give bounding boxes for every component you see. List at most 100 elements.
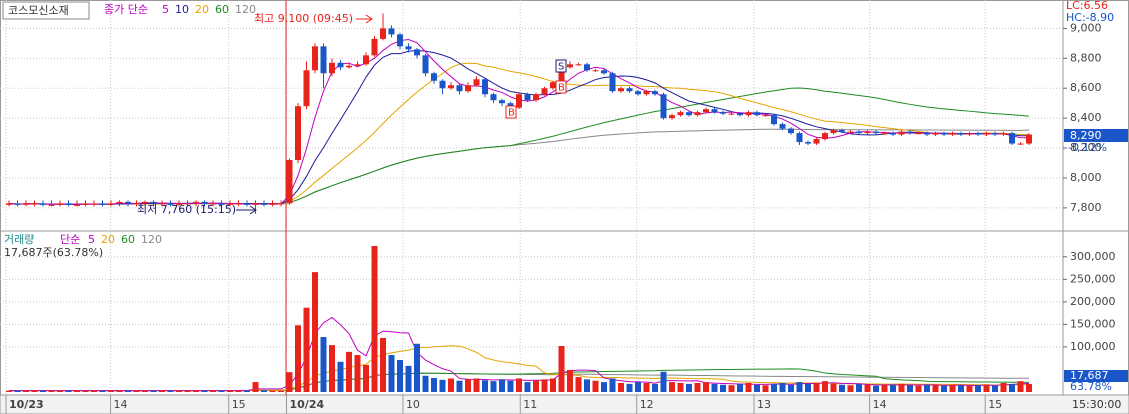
candle-body — [227, 203, 233, 205]
volume-bar — [320, 337, 327, 392]
volume-bar — [754, 384, 760, 392]
candle-body — [473, 79, 480, 86]
volume-bar — [354, 355, 361, 392]
volume-ma-legend-item: 60 — [121, 233, 135, 246]
volume-bar — [541, 379, 548, 392]
candle-body — [762, 115, 769, 117]
volume-bar — [796, 382, 803, 392]
volume-bar — [57, 390, 63, 392]
signal-box — [555, 59, 567, 73]
volume-bar — [414, 343, 420, 392]
candle-body — [864, 131, 871, 134]
candle-body — [830, 130, 837, 134]
volume-bar — [737, 383, 743, 392]
candle-body — [57, 203, 63, 205]
volume-bar — [303, 307, 310, 392]
candle-body — [482, 79, 488, 95]
candle-body — [873, 131, 879, 134]
candle-body — [1009, 133, 1015, 144]
volume-bar — [278, 390, 284, 392]
ma-legend-item: 5 — [162, 3, 169, 16]
candle-body — [754, 112, 760, 116]
y-tick-label: 9,000 — [1070, 21, 1102, 34]
volume-bar — [329, 345, 335, 392]
ma-legend-item: 20 — [195, 3, 209, 16]
candle-body — [320, 46, 327, 74]
volume-bar — [133, 390, 140, 392]
volume-bar — [405, 365, 412, 392]
y-tick-label: 300,000 — [1070, 250, 1116, 263]
candle-body — [380, 28, 386, 39]
volume-bar — [397, 360, 403, 392]
y-tick-label: 8,800 — [1070, 51, 1102, 64]
candle-body — [150, 201, 157, 204]
volume-bar — [499, 379, 505, 392]
candle-body — [839, 130, 845, 132]
y-tick-label: 7,800 — [1070, 201, 1102, 214]
candle-body — [924, 133, 930, 135]
x-end-label: 15:30:00 — [1072, 398, 1121, 411]
candle-body — [329, 62, 335, 74]
x-tick-label: 13 — [757, 398, 771, 411]
plot — [6, 13, 1032, 392]
candle-body — [252, 203, 259, 205]
ma-legend-item: 60 — [215, 3, 229, 16]
candle-body — [159, 203, 165, 205]
candle-body — [652, 91, 658, 95]
volume-bar — [167, 390, 174, 392]
volume-bar — [805, 383, 811, 392]
volume-bar — [210, 390, 216, 392]
y-tick-label: 8,400 — [1070, 111, 1102, 124]
candle-body — [507, 103, 514, 108]
candle-body — [23, 203, 29, 205]
volume-bar — [227, 390, 233, 392]
volume-bar — [830, 383, 837, 392]
volume-bar — [23, 390, 29, 392]
volume-bar — [584, 379, 590, 392]
candle-body — [354, 64, 361, 66]
volume-bar — [958, 385, 964, 392]
candle-body — [898, 131, 905, 135]
volume-bar — [558, 346, 565, 392]
candle-body — [6, 203, 12, 205]
high-arrow — [356, 14, 373, 24]
volume-bar — [286, 372, 293, 392]
candle-body — [125, 201, 131, 204]
volume-bar — [686, 383, 692, 392]
candle-body — [881, 133, 888, 135]
volume-bar — [941, 385, 947, 392]
candle-body — [210, 203, 216, 205]
volume-bar — [728, 385, 735, 392]
volume-bar — [40, 390, 46, 392]
volume-bar — [907, 385, 913, 392]
volume-bar — [116, 390, 123, 392]
volume-bar — [473, 378, 480, 392]
candle-body — [720, 112, 726, 114]
x-tick-label: 14 — [114, 398, 128, 411]
volume-bar — [856, 383, 862, 392]
volume-bar — [91, 390, 97, 392]
candle-body — [397, 34, 403, 47]
candle-body — [626, 88, 633, 92]
candle-body — [635, 91, 641, 95]
candle-body — [1000, 133, 1007, 135]
date-axis — [0, 394, 1129, 414]
candle-body — [601, 70, 607, 74]
y-tick-label: 8,200 — [1070, 141, 1102, 154]
high-note: 최고 9,100 (09:45) — [254, 12, 353, 25]
candle-body — [269, 203, 276, 205]
candle-body — [907, 131, 913, 134]
volume-bar — [652, 383, 658, 392]
candle-body — [91, 203, 97, 205]
candle-body — [677, 112, 684, 116]
candle-body — [499, 100, 505, 104]
volume-ma-legend-item: 5 — [88, 233, 95, 246]
x-tick-label: 10 — [406, 398, 420, 411]
candle-body — [439, 80, 446, 89]
volume-bar — [482, 380, 488, 392]
candle-body — [771, 115, 777, 125]
candle-body — [65, 203, 72, 205]
y-tick-label: 100,000 — [1070, 340, 1116, 353]
volume-bar — [184, 390, 191, 392]
